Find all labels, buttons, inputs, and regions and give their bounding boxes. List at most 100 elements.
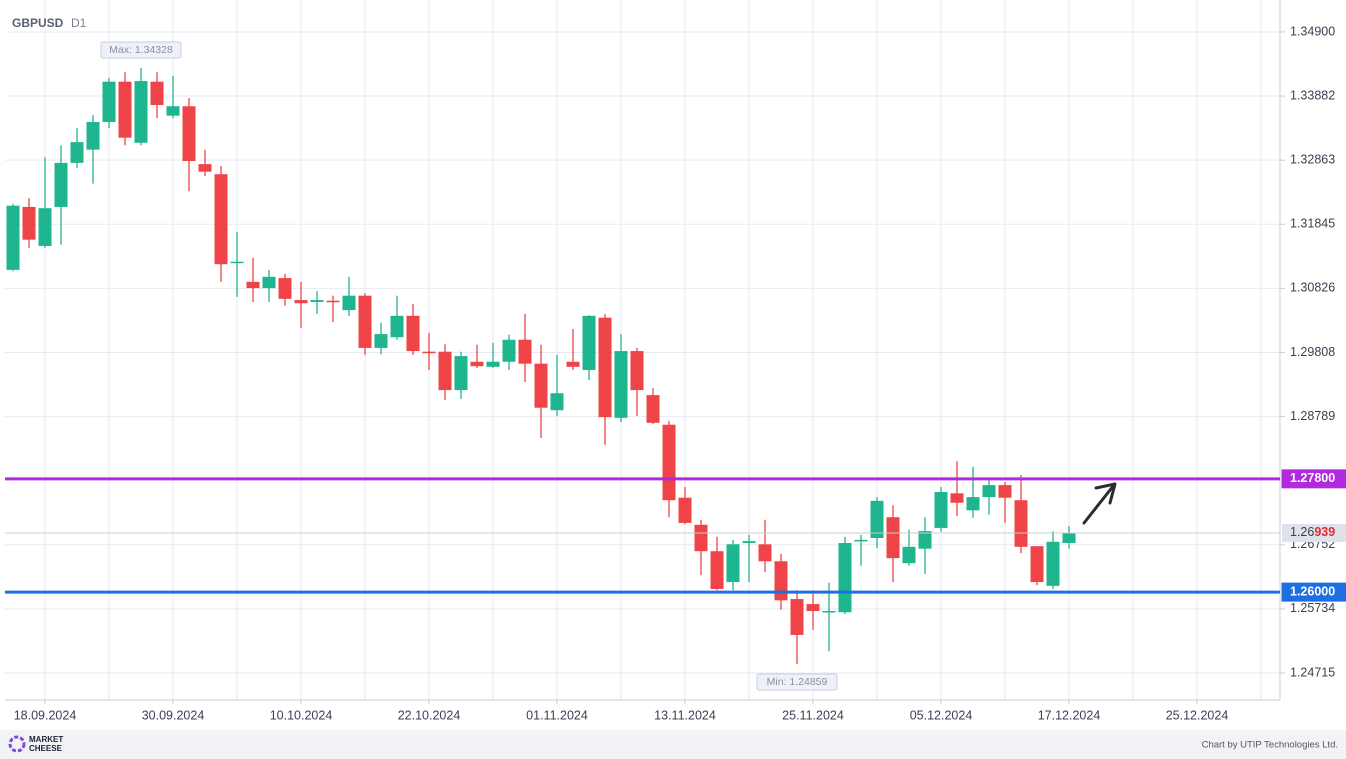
candle-body	[134, 81, 148, 143]
candle-body	[342, 295, 356, 311]
candle-body	[150, 81, 164, 105]
candle-body	[182, 106, 196, 161]
brand-line: CHEESE	[29, 744, 63, 753]
candle-body	[806, 604, 820, 612]
candle-body	[838, 543, 852, 613]
candle-body	[742, 541, 756, 544]
candle-body	[502, 339, 516, 362]
candle-body	[870, 500, 884, 538]
y-tick-label: 1.31845	[1290, 217, 1335, 231]
level-label: 1.26000	[1290, 584, 1335, 598]
candle-body	[822, 611, 836, 613]
candle-body	[966, 497, 980, 511]
candle-body	[390, 315, 404, 338]
timeframe: D1	[71, 16, 87, 30]
candle-body	[854, 539, 868, 542]
last-price-box	[1282, 524, 1346, 543]
candle-body	[70, 142, 84, 163]
y-tick-label: 1.29808	[1290, 345, 1335, 359]
candle-body	[214, 174, 228, 265]
candle-body	[406, 315, 420, 352]
candle-body	[1062, 533, 1076, 544]
candle-body	[678, 497, 692, 523]
candle-body	[614, 351, 628, 418]
arrow-head	[1094, 482, 1117, 505]
candle-body	[598, 317, 612, 418]
y-tick-label: 1.28789	[1290, 409, 1335, 423]
candle-body	[1046, 541, 1060, 586]
candle-body	[998, 485, 1012, 498]
annotation-box	[100, 41, 182, 59]
candle-body	[710, 551, 724, 589]
x-tick-label: 25.11.2024	[782, 708, 844, 722]
candle-body	[6, 205, 20, 270]
candle-body	[486, 361, 500, 367]
candle-body	[726, 544, 740, 583]
candle-body	[886, 517, 900, 559]
candle-body	[902, 546, 916, 564]
arrow-shaft	[1082, 483, 1116, 525]
x-tick-label: 25.12.2024	[1166, 708, 1229, 722]
candle-body	[790, 599, 804, 635]
candle-body	[278, 278, 292, 299]
y-tick-label: 1.24715	[1290, 665, 1335, 679]
x-tick-label: 22.10.2024	[398, 708, 461, 722]
candle-body	[470, 361, 484, 367]
candle-body	[166, 106, 180, 116]
brand-line: MARKET	[29, 735, 63, 744]
last-price-digits: 939	[1314, 525, 1335, 539]
candle-body	[86, 121, 100, 150]
x-tick-label: 18.09.2024	[14, 708, 77, 722]
candle-body	[22, 206, 36, 240]
candle-body	[662, 424, 676, 501]
candle-body	[774, 561, 788, 601]
candle-body	[262, 276, 276, 289]
grid	[5, 0, 1280, 700]
level-label: 1.27800	[1290, 471, 1335, 485]
candle-body	[566, 361, 580, 367]
x-tick-label: 01.11.2024	[526, 708, 588, 722]
candle-body	[198, 164, 212, 172]
symbol: GBPUSD	[12, 16, 64, 30]
candle-body	[326, 300, 340, 303]
candle-body	[422, 351, 436, 354]
logo-icon	[8, 735, 26, 753]
x-tick-label: 05.12.2024	[910, 708, 973, 722]
trend-arrow	[1082, 482, 1117, 525]
x-tick-label: 13.11.2024	[654, 708, 716, 722]
candle-body	[54, 162, 68, 207]
last-price-main: 1.26	[1290, 525, 1314, 539]
x-tick-label: 30.09.2024	[142, 708, 205, 722]
x-tick-label: 10.10.2024	[270, 708, 333, 722]
level-label-box	[1281, 469, 1346, 489]
candle-body	[950, 493, 964, 503]
candle-body	[982, 485, 996, 498]
candle-body	[918, 531, 932, 549]
annotation: Max: 1.34328	[109, 44, 173, 56]
candle-body	[1014, 500, 1028, 547]
candle-body	[518, 339, 532, 364]
y-tick-label: 1.32863	[1290, 152, 1335, 166]
candle-body	[1030, 546, 1044, 583]
annotation-box	[756, 673, 838, 691]
candle-body	[358, 295, 372, 348]
candle-body	[38, 208, 52, 246]
candle-body	[646, 395, 660, 423]
x-tick-label: 17.12.2024	[1038, 708, 1101, 722]
candle-body	[582, 315, 596, 370]
y-tick-label: 1.30826	[1290, 281, 1335, 295]
candle-body	[534, 363, 548, 408]
candle-body	[550, 393, 564, 411]
annotation: Min: 1.24859	[767, 676, 828, 688]
candle-body	[118, 81, 132, 138]
candle-body	[758, 544, 772, 562]
candle-body	[230, 261, 244, 264]
footer	[0, 730, 1346, 759]
candle-body	[694, 524, 708, 552]
last-price-label: 1.26939	[1290, 525, 1335, 539]
y-tick-label: 1.25734	[1290, 601, 1335, 615]
candle-body	[294, 300, 308, 304]
candle-body	[102, 81, 116, 122]
